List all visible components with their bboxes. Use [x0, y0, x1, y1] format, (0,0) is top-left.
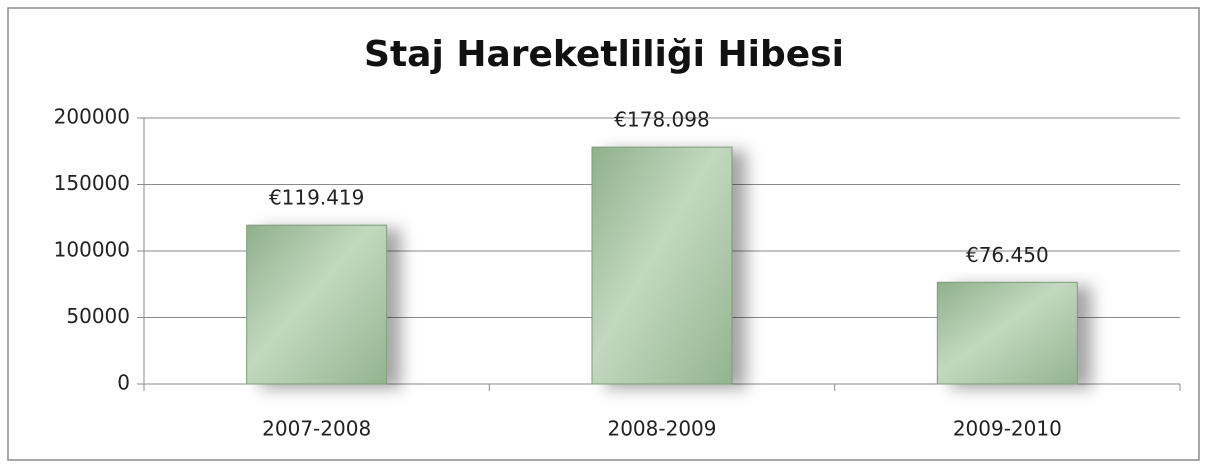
value-label: €178.098 [614, 108, 709, 132]
y-tick-label: 50000 [66, 304, 130, 328]
chart-title: Staj Hareketliliği Hibesi [364, 34, 844, 75]
x-tick-label: 2008-2009 [607, 417, 716, 441]
bar [246, 224, 388, 385]
x-tick-label: 2007-2008 [262, 417, 371, 441]
value-label: €119.419 [269, 186, 364, 210]
bar [591, 146, 733, 385]
y-tick-label: 200000 [54, 105, 130, 129]
y-tick-label: 150000 [54, 171, 130, 195]
x-tick-label: 2009-2010 [953, 417, 1062, 441]
y-tick-label: 0 [117, 371, 130, 395]
y-tick-label: 100000 [54, 238, 130, 262]
value-label: €76.450 [966, 243, 1049, 267]
bar [936, 281, 1078, 385]
